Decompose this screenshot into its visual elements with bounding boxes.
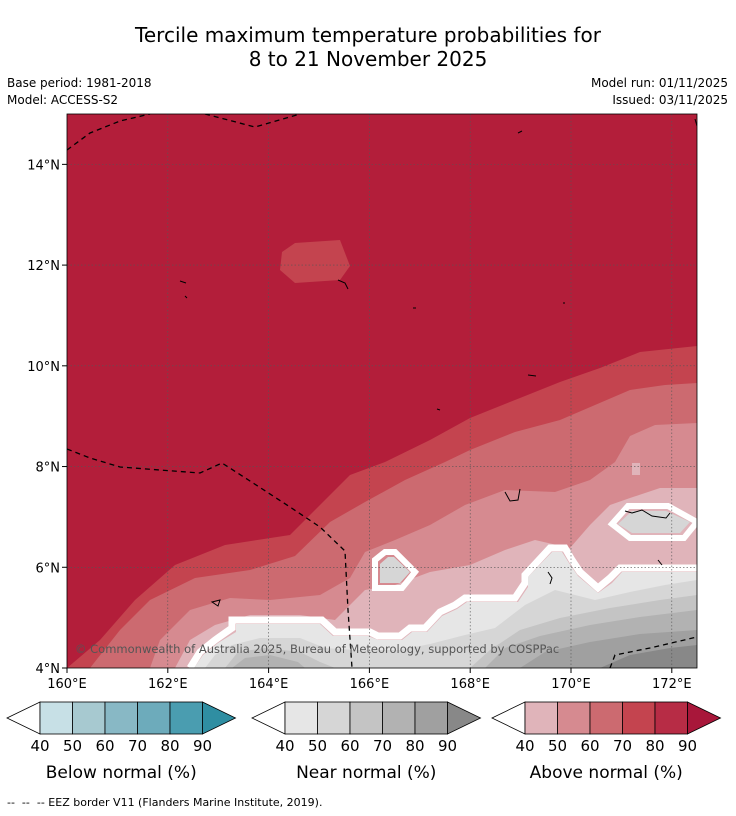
island-coast-i bbox=[436, 408, 441, 411]
colorbar-cell bbox=[589, 701, 623, 735]
colorbar-label: 40 bbox=[30, 737, 49, 755]
island-coast-d bbox=[517, 130, 523, 134]
colorbar-label: 60 bbox=[580, 737, 599, 755]
lat-tick-label: 12°N bbox=[27, 259, 60, 274]
near-normal-island-fill bbox=[380, 557, 410, 583]
colorbar-cell bbox=[524, 701, 558, 735]
base-period-label: Base period: 1981-2018 bbox=[7, 76, 152, 90]
colorbar-label: 40 bbox=[275, 737, 294, 755]
colorbar-cell bbox=[622, 701, 656, 735]
copyright-notice: © Commonwealth of Australia 2025, Bureau… bbox=[75, 642, 559, 656]
colorbar-cell bbox=[104, 701, 138, 735]
lon-tick-label: 168°E bbox=[450, 677, 490, 692]
island-coast-j bbox=[504, 488, 521, 502]
island-coast-b bbox=[184, 295, 188, 299]
longitude-axis: 160°E 162°E 164°E 166°E 168°E 170°E 172°E bbox=[47, 668, 692, 692]
island-coast-m bbox=[210, 599, 221, 607]
lon-tick-label: 162°E bbox=[148, 677, 188, 692]
lon-tick-label: 164°E bbox=[249, 677, 289, 692]
colorbar-cell bbox=[72, 701, 106, 735]
colorbar-label: 60 bbox=[95, 737, 114, 755]
island-coast-c bbox=[337, 279, 349, 290]
eez-border-footnote: -- -- -- EEZ border V11 (Flanders Marine… bbox=[7, 796, 323, 809]
colorbar-3: 40 50 60 70 80 90 Above normal (%) bbox=[491, 701, 722, 783]
colorbar-under-triangle bbox=[6, 701, 41, 735]
colorbar-legends: 40 50 60 70 80 90 Below normal (%) 40 50 60 70 80 90… bbox=[6, 701, 722, 783]
island-coast-h bbox=[527, 374, 537, 377]
colorbar-under-triangle bbox=[251, 701, 286, 735]
near-normal-40-contour bbox=[187, 544, 697, 668]
colorbar-cell bbox=[317, 701, 351, 735]
colorbar-label: 70 bbox=[373, 737, 392, 755]
eez-border-southeast bbox=[609, 636, 697, 668]
near-normal-east-contour bbox=[607, 503, 697, 541]
colorbar-cell bbox=[414, 701, 448, 735]
colorbar-cell bbox=[284, 701, 318, 735]
lat-tick-label: 8°N bbox=[36, 461, 61, 476]
colorbar-over-triangle bbox=[447, 701, 482, 735]
island-coast-k bbox=[624, 509, 671, 519]
eez-borders bbox=[67, 114, 697, 668]
colorbar-label: 70 bbox=[128, 737, 147, 755]
map-title-line-1: Tercile maximum temperature probabilitie… bbox=[135, 23, 601, 47]
colorbar-label: 80 bbox=[645, 737, 664, 755]
colorbar-title: Near normal (%) bbox=[296, 763, 436, 783]
lon-tick-label: 170°E bbox=[551, 677, 591, 692]
island-coast-a bbox=[179, 280, 187, 284]
colorbar-label: 70 bbox=[613, 737, 632, 755]
map-title-line-2: 8 to 21 November 2025 bbox=[248, 47, 488, 71]
colorbar-label: 80 bbox=[160, 737, 179, 755]
above-80-patch bbox=[280, 240, 350, 283]
lon-tick-label: 172°E bbox=[652, 677, 692, 692]
above-50-region-east bbox=[632, 463, 640, 475]
colorbar-label: 80 bbox=[405, 737, 424, 755]
near-normal-island-contour bbox=[372, 549, 420, 591]
lat-tick-label: 4°N bbox=[36, 662, 61, 677]
colorbar-cell bbox=[654, 701, 688, 735]
colorbar-over-triangle bbox=[687, 701, 722, 735]
colorbar-cell bbox=[557, 701, 591, 735]
colorbar-label: 50 bbox=[63, 737, 82, 755]
island-coast-l bbox=[547, 571, 553, 585]
colorbar-over-triangle bbox=[202, 701, 237, 735]
lat-tick-label: 6°N bbox=[36, 561, 61, 576]
colorbar-cell bbox=[349, 701, 383, 735]
colorbar-label: 50 bbox=[308, 737, 327, 755]
colorbar-label: 90 bbox=[678, 737, 697, 755]
colorbar-1: 40 50 60 70 80 90 Below normal (%) bbox=[6, 701, 237, 783]
colorbar-label: 90 bbox=[438, 737, 457, 755]
near-90-region bbox=[600, 645, 697, 668]
colorbar-under-triangle bbox=[491, 701, 526, 735]
colorbar-title: Above normal (%) bbox=[530, 763, 683, 783]
colorbar-label: 50 bbox=[548, 737, 567, 755]
issued-label: Issued: 03/11/2025 bbox=[612, 93, 728, 107]
eez-border-north bbox=[67, 114, 151, 151]
colorbar-cell bbox=[169, 701, 203, 735]
colorbar-label: 90 bbox=[193, 737, 212, 755]
map-plot-area: © Commonwealth of Australia 2025, Bureau… bbox=[67, 114, 697, 668]
colorbar-label: 40 bbox=[515, 737, 534, 755]
island-coast-n bbox=[657, 559, 663, 566]
lat-tick-label: 14°N bbox=[27, 158, 60, 173]
graticule bbox=[67, 114, 697, 668]
lat-tick-label: 10°N bbox=[27, 360, 60, 375]
colorbar-cell bbox=[39, 701, 73, 735]
model-label: Model: ACCESS-S2 bbox=[7, 93, 119, 107]
model-run-label: Model run: 01/11/2025 bbox=[590, 76, 728, 90]
lon-tick-label: 160°E bbox=[47, 677, 87, 692]
colorbar-cell bbox=[382, 701, 416, 735]
eez-border-north-2 bbox=[204, 114, 301, 128]
map-frame bbox=[66, 113, 698, 669]
lon-tick-label: 166°E bbox=[350, 677, 390, 692]
colorbar-label: 60 bbox=[340, 737, 359, 755]
colorbar-title: Below normal (%) bbox=[46, 763, 197, 783]
latitude-axis: 14°N 12°N 10°N 8°N 6°N 4°N bbox=[27, 158, 67, 677]
coastlines bbox=[179, 118, 697, 607]
colorbar-cell bbox=[137, 701, 171, 735]
